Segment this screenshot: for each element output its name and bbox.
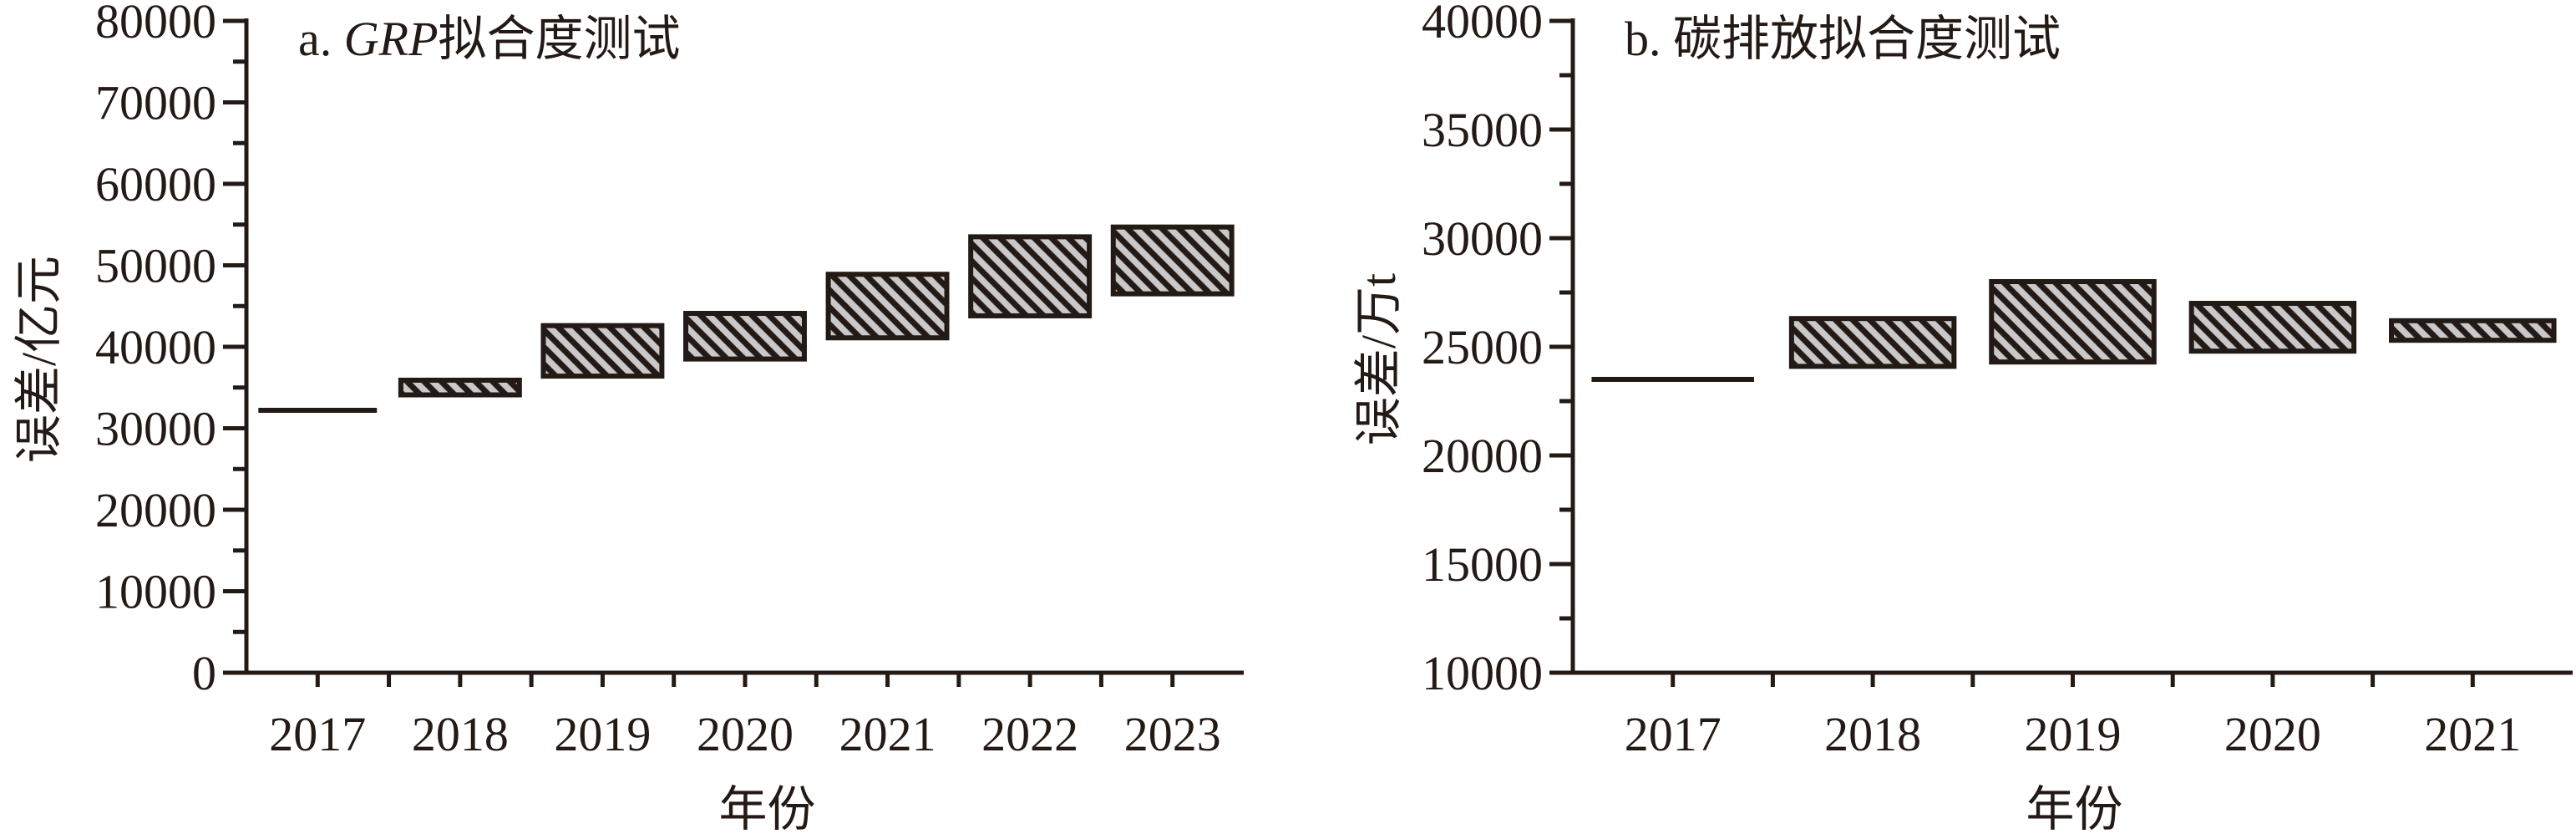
x-axis-title: 年份 [718,782,815,835]
y-tick-label: 25000 [1422,320,1543,374]
x-year-label: 2019 [2025,707,2122,761]
x-year-label: 2020 [697,707,794,761]
y-tick-label: 50000 [95,239,216,293]
y-axis-title: 误差/万t [1351,273,1406,445]
x-year-label: 2017 [1625,707,1722,761]
x-year-label: 2017 [269,707,366,761]
y-tick-label: 70000 [95,76,216,130]
x-year-label: 2022 [981,707,1078,761]
x-year-label: 2018 [412,707,509,761]
y-tick-label: 80000 [95,0,216,48]
range-box [2389,318,2557,343]
range-box [825,272,950,341]
range-box [683,311,807,362]
x-year-label: 2018 [1824,707,1921,761]
x-year-label: 2021 [839,707,936,761]
x-year-label: 2021 [2424,707,2521,761]
range-box [968,234,1093,318]
range-box [1110,224,1235,297]
y-tick-label: 30000 [95,402,216,456]
panel-title-part: GRP [344,12,439,66]
y-tick-label: 10000 [1422,646,1543,700]
x-axis-title: 年份 [2026,782,2122,835]
y-tick-label: 10000 [95,565,216,619]
y-tick-label: 15000 [1422,537,1543,592]
panel-title-part: b. 碳排放拟合度测试 [1625,12,2061,66]
range-box [2188,301,2357,354]
x-year-label: 2019 [554,707,651,761]
y-tick-label: 20000 [95,483,216,537]
x-year-label: 2023 [1124,707,1221,761]
range-box [1989,279,2157,365]
panel-title: a. GRP拟合度测试 [298,12,681,66]
panel-a: 0 10000 20000 30000 40000 50000 60000 70000 8000… [12,0,1244,836]
range-box [1788,316,1957,369]
y-tick-label: 20000 [1422,429,1543,483]
y-tick-label: 0 [192,646,216,700]
y-axis-title: 误差/亿元 [12,256,66,463]
y-tick-label: 30000 [1422,211,1543,266]
y-tick-label: 35000 [1422,103,1543,157]
panel-title: b. 碳排放拟合度测试 [1625,12,2061,66]
range-box [398,377,522,398]
y-tick-label: 40000 [1422,0,1543,48]
y-tick-label: 40000 [95,320,216,374]
range-box [540,323,665,379]
panel-title-part: a. [298,12,344,66]
y-tick-label: 60000 [95,157,216,211]
panel-title-part: 拟合度测试 [439,12,681,66]
panel-b: 10000 15000 20000 25000 30000 35000 40000 2017 2… [1351,0,2573,836]
x-year-label: 2020 [2224,707,2321,761]
